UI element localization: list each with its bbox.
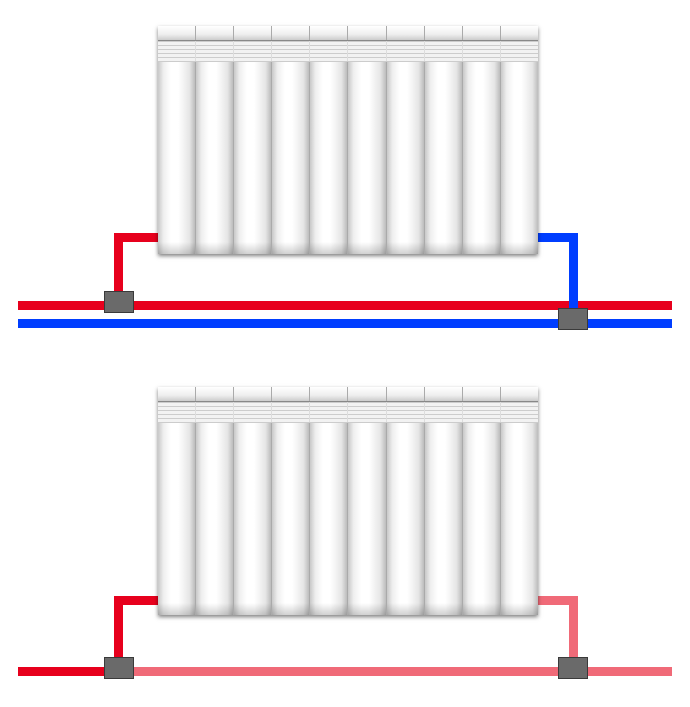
radiator bbox=[158, 387, 538, 615]
radiator-section bbox=[196, 423, 234, 615]
radiator-section bbox=[310, 62, 348, 254]
radiator-section bbox=[387, 423, 425, 615]
pipe-hot bbox=[114, 233, 160, 242]
radiator-section bbox=[387, 62, 425, 254]
pipe-tee-fitting bbox=[104, 657, 134, 679]
radiator-grille bbox=[158, 402, 538, 423]
radiator-grille bbox=[158, 41, 538, 62]
radiator-section bbox=[272, 62, 310, 254]
pipe-hot bbox=[114, 596, 160, 605]
radiator-section bbox=[348, 423, 386, 615]
pipe-tee-fitting bbox=[558, 308, 588, 330]
radiator-section bbox=[501, 62, 538, 254]
radiator bbox=[158, 26, 538, 254]
pipe-cold bbox=[536, 233, 578, 242]
radiator-section bbox=[463, 62, 501, 254]
radiator-section bbox=[425, 423, 463, 615]
radiator-section bbox=[158, 423, 196, 615]
radiator-section bbox=[196, 62, 234, 254]
radiator-section bbox=[463, 423, 501, 615]
radiator-top-caps bbox=[158, 387, 538, 402]
radiator-sections bbox=[158, 423, 538, 615]
radiator-section bbox=[272, 423, 310, 615]
radiator-top-caps bbox=[158, 26, 538, 41]
pipe-tee-fitting bbox=[558, 657, 588, 679]
radiator-section bbox=[425, 62, 463, 254]
radiator-sections bbox=[158, 62, 538, 254]
pipe-tee-fitting bbox=[104, 291, 134, 313]
radiator-section bbox=[234, 62, 272, 254]
radiator-section bbox=[501, 423, 538, 615]
radiator-section bbox=[234, 423, 272, 615]
pipe-warm bbox=[129, 667, 672, 676]
radiator-section bbox=[348, 62, 386, 254]
diagram-canvas bbox=[0, 0, 690, 707]
pipe-cold bbox=[569, 233, 578, 319]
radiator-section bbox=[158, 62, 196, 254]
radiator-section bbox=[310, 423, 348, 615]
pipe-warm bbox=[536, 596, 578, 605]
